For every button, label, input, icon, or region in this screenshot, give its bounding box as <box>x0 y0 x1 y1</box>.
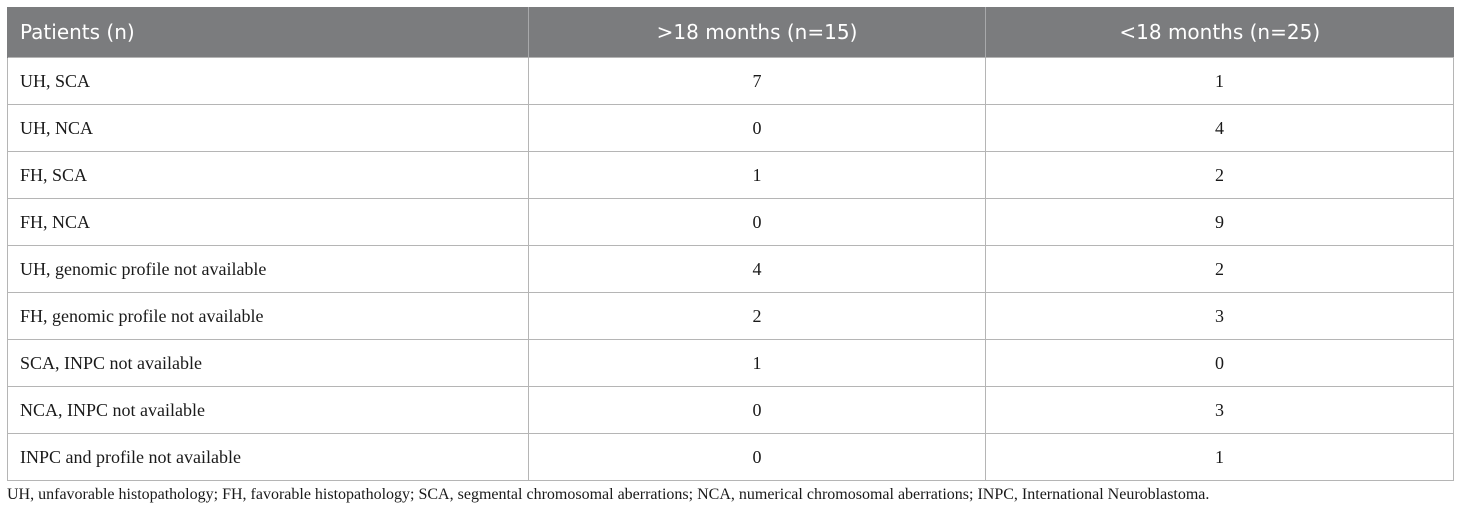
table-row: UH, NCA 0 4 <box>7 104 1454 152</box>
row-label: UH, genomic profile not available <box>7 245 529 293</box>
table-row: FH, SCA 1 2 <box>7 151 1454 199</box>
cell-over-18: 0 <box>528 433 986 481</box>
cell-under-18: 3 <box>985 386 1454 434</box>
cell-over-18: 7 <box>528 57 986 105</box>
table-header-row: Patients (n) >18 months (n=15) <18 month… <box>7 7 1454 58</box>
cell-over-18: 0 <box>528 198 986 246</box>
cell-over-18: 0 <box>528 104 986 152</box>
table-row: INPC and profile not available 0 1 <box>7 433 1454 481</box>
cell-over-18: 2 <box>528 292 986 340</box>
table-footnote: UH, unfavorable histopathology; FH, favo… <box>7 486 1210 503</box>
cell-under-18: 0 <box>985 339 1454 387</box>
cell-over-18: 1 <box>528 151 986 199</box>
header-under-18-months: <18 months (n=25) <box>985 7 1454 58</box>
row-label: UH, NCA <box>7 104 529 152</box>
table-row: SCA, INPC not available 1 0 <box>7 339 1454 387</box>
cell-over-18: 0 <box>528 386 986 434</box>
table-row: FH, genomic profile not available 2 3 <box>7 292 1454 340</box>
data-table-container: Patients (n) >18 months (n=15) <18 month… <box>7 7 1454 481</box>
cell-under-18: 1 <box>985 57 1454 105</box>
table-row: UH, SCA 7 1 <box>7 57 1454 105</box>
row-label: FH, SCA <box>7 151 529 199</box>
cell-under-18: 9 <box>985 198 1454 246</box>
row-label: FH, genomic profile not available <box>7 292 529 340</box>
header-over-18-months: >18 months (n=15) <box>528 7 986 58</box>
table-row: FH, NCA 0 9 <box>7 198 1454 246</box>
cell-under-18: 4 <box>985 104 1454 152</box>
cell-under-18: 3 <box>985 292 1454 340</box>
header-patients: Patients (n) <box>7 7 529 58</box>
cell-under-18: 2 <box>985 151 1454 199</box>
table-row: UH, genomic profile not available 4 2 <box>7 245 1454 293</box>
cell-under-18: 2 <box>985 245 1454 293</box>
row-label: INPC and profile not available <box>7 433 529 481</box>
row-label: SCA, INPC not available <box>7 339 529 387</box>
table-row: NCA, INPC not available 0 3 <box>7 386 1454 434</box>
row-label: FH, NCA <box>7 198 529 246</box>
cell-over-18: 1 <box>528 339 986 387</box>
cell-under-18: 1 <box>985 433 1454 481</box>
patients-table: Patients (n) >18 months (n=15) <18 month… <box>7 7 1454 481</box>
cell-over-18: 4 <box>528 245 986 293</box>
row-label: UH, SCA <box>7 57 529 105</box>
row-label: NCA, INPC not available <box>7 386 529 434</box>
